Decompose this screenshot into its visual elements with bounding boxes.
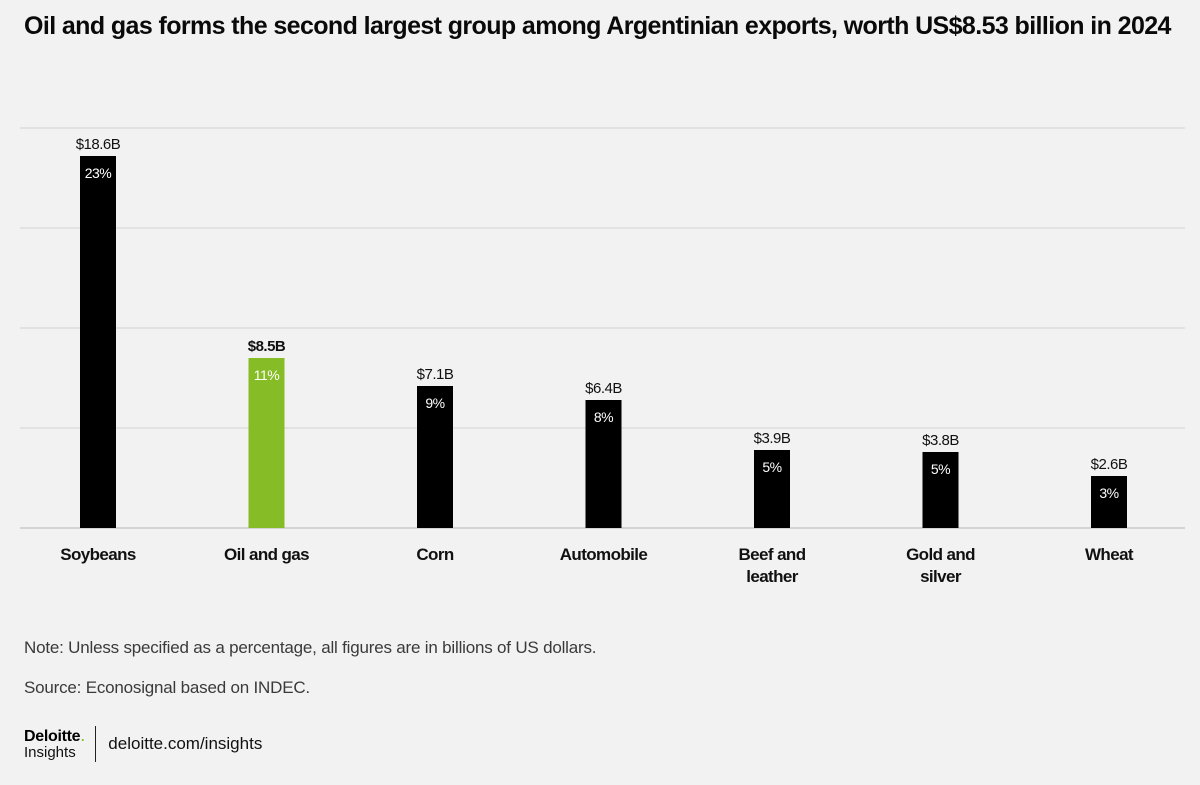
x-tick-label: Corn — [416, 545, 453, 564]
bar-share-label: 5% — [931, 461, 950, 477]
x-tick-label-line: Beef and — [739, 545, 806, 564]
bar-oil-and-gas — [248, 358, 285, 528]
bar-share-label: 8% — [594, 409, 613, 425]
bar-share-label: 23% — [85, 165, 112, 181]
x-tick-label-line: silver — [920, 567, 962, 586]
x-tick-label: Gold and silver — [906, 545, 975, 586]
bar-chart: $18.6B 23% Soybeans $8.5B 11% Oil and gas $7.1… — [20, 127, 1185, 586]
x-tick-label-line: Corn — [416, 545, 453, 564]
bar-gold-and-silver — [922, 452, 959, 528]
logo-brand: Deloitte — [24, 728, 81, 745]
bar-share-label: 9% — [425, 395, 444, 411]
x-tick-label-line: Wheat — [1085, 545, 1134, 564]
footer: Deloitte. Insights deloitte.com/insights — [24, 726, 262, 762]
x-tick-label-line: Oil and gas — [224, 545, 309, 564]
bar-share-label: 5% — [762, 459, 781, 475]
bar-value-label: $3.8B — [922, 432, 959, 449]
x-tick-label-line: Soybeans — [60, 545, 136, 564]
chart-title: Oil and gas forms the second largest gro… — [24, 12, 1171, 40]
x-tick-label-line: Automobile — [560, 545, 648, 564]
x-tick-label: Beef and leather — [739, 545, 806, 586]
bar-share-label: 11% — [254, 367, 280, 383]
bar-soybeans — [80, 156, 116, 528]
x-tick-label: Wheat — [1085, 545, 1134, 564]
bar-automobile — [585, 400, 622, 528]
x-tick-label-line: leather — [746, 567, 799, 586]
chart-source: Source: Econosignal based on INDEC. — [24, 678, 310, 697]
bar-value-label: $18.6B — [76, 136, 121, 153]
bar-wheat — [1091, 476, 1127, 528]
deloitte-insights-logo: Deloitte. Insights — [24, 725, 97, 762]
bar-value-label: $3.9B — [754, 430, 791, 447]
bar-value-label: $2.6B — [1091, 456, 1128, 473]
x-tick-label: Automobile — [560, 545, 648, 564]
x-tick-label: Soybeans — [60, 545, 136, 564]
bar-value-label: $7.1B — [417, 366, 454, 383]
logo-subtitle: Insights — [24, 744, 76, 761]
x-tick-label-line: Gold and — [906, 545, 975, 564]
chart-note: Note: Unless specified as a percentage, … — [24, 638, 597, 657]
bar-beef-and-leather — [754, 450, 790, 528]
bar-share-label: 3% — [1099, 485, 1118, 501]
footer-url: deloitte.com/insights — [108, 734, 263, 753]
bar-value-label: $8.5B — [248, 338, 286, 355]
x-tick-label: Oil and gas — [224, 545, 309, 564]
logo-dot: . — [80, 725, 86, 745]
bar-value-label: $6.4B — [585, 380, 622, 397]
bar-corn — [417, 386, 453, 528]
